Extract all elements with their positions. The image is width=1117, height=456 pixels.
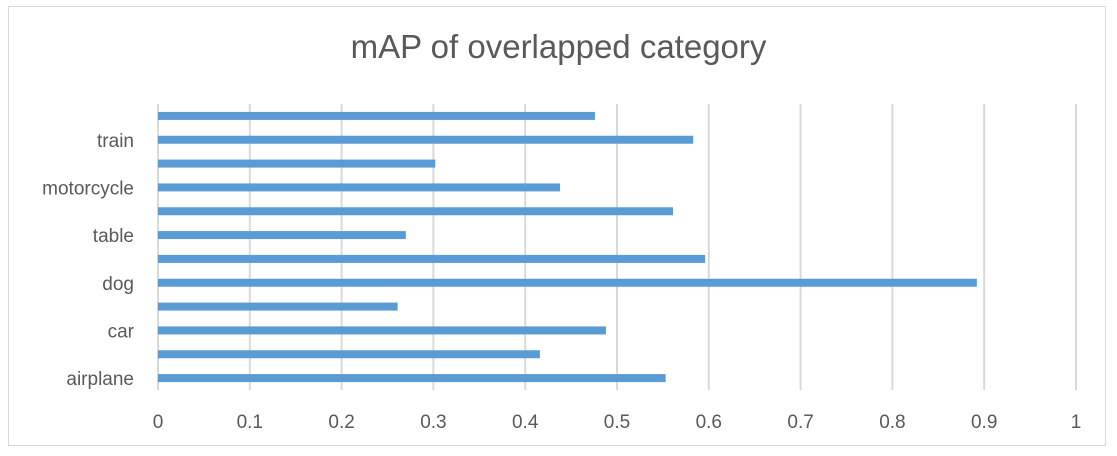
category-label-train: train: [97, 131, 134, 152]
bar-10: [158, 135, 694, 144]
category-label-airplane: airplane: [66, 369, 134, 390]
category-labels: airplane car dog table motorcycle train: [42, 131, 135, 390]
bar-0: [158, 374, 666, 383]
category-label-car: car: [108, 321, 135, 342]
bar-8: [158, 183, 561, 192]
x-tick-label-1: 0.1: [237, 412, 263, 433]
category-label-table: table: [93, 226, 134, 247]
bar-1: [158, 350, 540, 359]
x-tick-label-3: 0.3: [420, 412, 446, 433]
x-tick-label-8: 0.8: [879, 412, 905, 433]
x-tick-label-6: 0.6: [696, 412, 722, 433]
category-label-motorcycle: motorcycle: [42, 178, 134, 199]
bar-3: [158, 302, 398, 311]
x-tick-label-2: 0.2: [328, 412, 354, 433]
bar-2: [158, 326, 606, 335]
bar-7: [158, 207, 673, 216]
bar-4: [158, 278, 977, 287]
chart-title: mAP of overlapped category: [350, 28, 767, 65]
x-tick-label-9: 0.9: [971, 412, 997, 433]
category-label-dog: dog: [102, 274, 134, 295]
x-tick-label-5: 0.5: [604, 412, 630, 433]
x-tick-labels: 0 0.1 0.2 0.3 0.4 0.5 0.6 0.7 0.8 0.9 1: [153, 412, 1082, 433]
x-tick-label-4: 0.4: [512, 412, 539, 433]
chart-frame: [8, 6, 1106, 446]
bar-6: [158, 231, 406, 240]
x-tick-label-10: 1: [1071, 412, 1082, 433]
bars: [158, 111, 977, 383]
gridlines: [157, 104, 1077, 390]
bar-9: [158, 159, 436, 168]
x-tick-label-7: 0.7: [787, 412, 813, 433]
bar-5: [158, 254, 706, 263]
x-tick-label-0: 0: [153, 412, 164, 433]
bar-11: [158, 111, 595, 120]
